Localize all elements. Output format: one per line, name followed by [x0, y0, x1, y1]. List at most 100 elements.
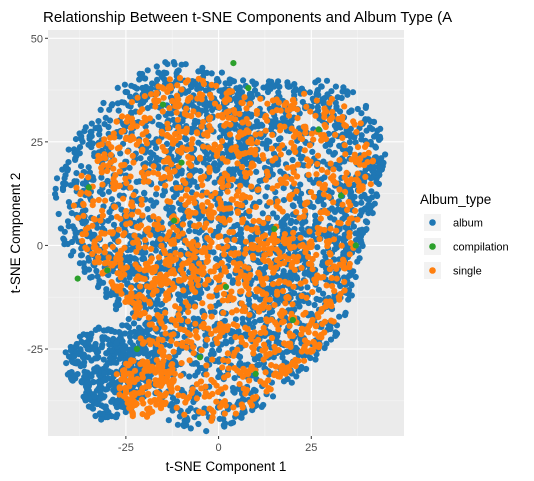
data-point — [147, 197, 154, 204]
data-point — [177, 277, 184, 284]
data-point — [354, 170, 361, 177]
data-point — [362, 102, 370, 110]
data-point — [145, 178, 152, 185]
data-point — [181, 411, 188, 418]
data-point — [185, 303, 192, 310]
data-point — [73, 340, 80, 348]
data-point — [100, 356, 107, 363]
data-point — [187, 195, 194, 202]
data-point — [184, 186, 191, 193]
data-point — [273, 202, 280, 210]
data-point — [320, 290, 327, 297]
data-point — [305, 260, 312, 267]
data-point — [316, 180, 323, 187]
data-point — [144, 391, 151, 398]
data-point — [280, 238, 287, 245]
data-point — [129, 269, 136, 276]
data-point — [169, 138, 177, 145]
data-point — [176, 74, 184, 82]
data-point — [173, 404, 180, 411]
data-point — [75, 351, 82, 358]
data-point — [123, 322, 130, 329]
data-point — [154, 221, 161, 228]
data-point — [258, 403, 265, 410]
data-point — [257, 130, 264, 137]
data-point — [297, 234, 304, 241]
data-point — [185, 251, 192, 258]
data-point — [135, 324, 143, 331]
data-point — [303, 103, 310, 110]
data-point — [213, 292, 220, 299]
data-point — [243, 386, 251, 393]
data-point — [251, 81, 258, 88]
data-point — [246, 91, 253, 98]
data-point — [311, 301, 318, 309]
legend-key-compilation — [429, 243, 436, 250]
chart-title: Relationship Between t-SNE Components an… — [43, 9, 452, 26]
data-point — [230, 295, 237, 302]
data-point — [186, 357, 193, 364]
data-point — [212, 167, 219, 174]
data-point — [139, 146, 146, 153]
data-point — [315, 198, 322, 205]
data-point — [363, 127, 370, 134]
data-point — [84, 346, 91, 353]
data-point — [166, 342, 173, 349]
data-point — [219, 364, 226, 371]
data-point — [215, 112, 222, 119]
data-point — [139, 389, 146, 396]
data-point — [101, 249, 108, 256]
data-point — [199, 300, 206, 307]
data-point — [330, 199, 337, 206]
data-point — [237, 359, 244, 367]
data-point — [114, 398, 121, 405]
data-point — [187, 425, 194, 432]
data-point — [198, 248, 205, 255]
data-point — [252, 304, 259, 311]
data-point — [142, 362, 149, 369]
data-point — [277, 127, 284, 134]
data-point — [139, 212, 146, 219]
data-point — [53, 175, 61, 182]
data-point — [123, 180, 130, 187]
data-point — [285, 280, 293, 287]
data-point — [212, 302, 219, 309]
data-point — [165, 155, 172, 162]
data-point — [142, 237, 149, 244]
data-point — [197, 174, 204, 182]
data-point — [118, 376, 125, 383]
data-point — [332, 99, 339, 106]
data-point — [341, 188, 349, 195]
data-point — [81, 359, 88, 366]
data-point — [269, 171, 276, 178]
data-point — [224, 323, 232, 330]
data-point — [318, 166, 325, 173]
data-point — [187, 94, 194, 101]
data-point — [237, 414, 244, 421]
data-point — [352, 273, 359, 281]
data-point — [118, 162, 125, 169]
data-point — [137, 222, 145, 229]
data-point — [238, 99, 245, 106]
data-point — [239, 315, 246, 322]
data-point — [255, 186, 262, 193]
data-point — [279, 208, 286, 215]
data-point — [274, 198, 281, 205]
data-point — [115, 107, 122, 114]
data-point — [68, 347, 75, 354]
data-point — [127, 333, 134, 340]
data-point — [75, 214, 82, 221]
data-point — [312, 356, 319, 363]
data-point — [122, 330, 129, 337]
data-point — [98, 169, 105, 176]
data-point — [367, 118, 374, 125]
data-point — [284, 226, 291, 233]
data-point — [194, 276, 201, 283]
data-point — [170, 331, 177, 338]
data-point — [316, 341, 323, 348]
data-point — [286, 236, 293, 243]
data-point — [208, 330, 215, 337]
data-point — [213, 336, 220, 343]
data-point — [76, 260, 83, 267]
data-point — [281, 231, 288, 238]
